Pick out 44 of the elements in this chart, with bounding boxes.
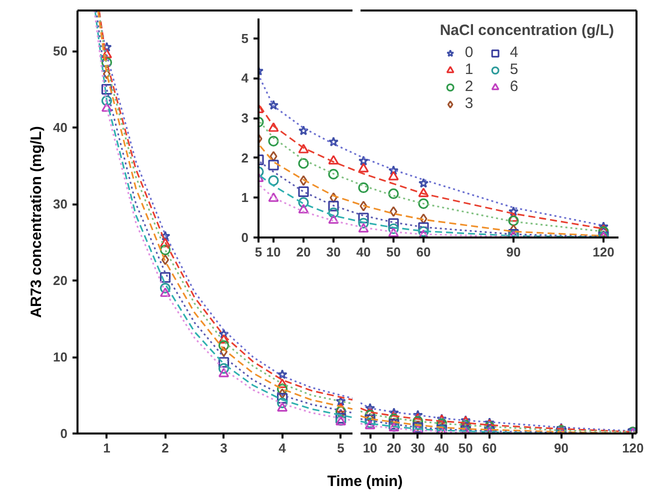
x-tick-label: 3 bbox=[220, 440, 228, 456]
y-tick-label: 30 bbox=[53, 196, 68, 212]
x-tick-label: 20 bbox=[296, 244, 311, 260]
y-tick-label: 20 bbox=[53, 273, 68, 288]
legend-title: NaCl concentration (g/L) bbox=[440, 22, 614, 39]
y-tick-label: 5 bbox=[241, 30, 249, 46]
y-tick-label: 0 bbox=[241, 230, 249, 245]
x-tick-label: 60 bbox=[482, 440, 497, 456]
x-tick-label: 90 bbox=[554, 440, 568, 456]
legend-label: 1 bbox=[464, 61, 474, 78]
legend-label: 2 bbox=[464, 78, 474, 95]
legend-label: 4 bbox=[510, 44, 520, 61]
legend-label: 5 bbox=[510, 61, 520, 78]
x-tick-label: 10 bbox=[362, 440, 378, 456]
x-axis-title: Time (min) bbox=[327, 472, 403, 492]
y-tick-label: 0 bbox=[60, 426, 68, 441]
y-tick-label: 50 bbox=[53, 44, 68, 59]
y-tick-label: 2 bbox=[241, 150, 249, 166]
legend-label: 3 bbox=[464, 95, 474, 112]
y-tick-label: 1 bbox=[241, 190, 249, 206]
x-tick-label: 4 bbox=[278, 440, 287, 456]
x-tick-label: 50 bbox=[458, 440, 473, 456]
y-axis-title: AR73 concentration (mg/L) bbox=[28, 126, 46, 318]
x-tick-label: 40 bbox=[356, 244, 371, 260]
x-tick-label: 50 bbox=[386, 244, 401, 260]
y-tick-label: 4 bbox=[241, 70, 250, 86]
x-tick-label: 1 bbox=[103, 440, 110, 456]
x-tick-label: 30 bbox=[326, 244, 341, 260]
x-tick-label: 20 bbox=[386, 440, 402, 456]
legend-label: 6 bbox=[510, 78, 520, 95]
x-tick-label: 5 bbox=[337, 440, 344, 456]
x-tick-label: 90 bbox=[506, 244, 521, 260]
x-tick-label: 120 bbox=[622, 440, 644, 456]
x-tick-label: 5 bbox=[254, 244, 262, 260]
y-tick-label: 3 bbox=[241, 110, 249, 126]
x-tick-label: 120 bbox=[592, 244, 614, 260]
x-tick-label: 2 bbox=[162, 440, 169, 456]
x-tick-label: 30 bbox=[410, 440, 426, 456]
x-tick-label: 40 bbox=[434, 440, 449, 456]
x-tick-label: 10 bbox=[266, 244, 281, 260]
y-tick-label: 10 bbox=[53, 350, 68, 365]
y-tick-label: 40 bbox=[53, 120, 68, 136]
legend-label: 0 bbox=[464, 44, 474, 61]
x-tick-label: 60 bbox=[416, 244, 431, 260]
